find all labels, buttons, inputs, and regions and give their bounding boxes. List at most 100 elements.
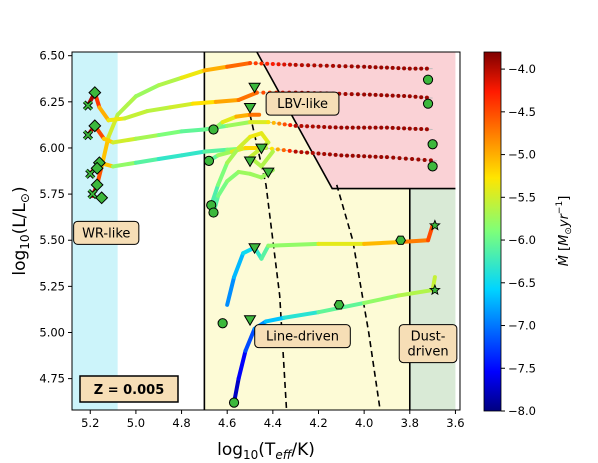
x-tick-label: 4.8 xyxy=(172,416,190,430)
track-point xyxy=(339,153,344,158)
track-segment xyxy=(213,97,241,104)
colorbar-tick-label: −4.0 xyxy=(508,62,536,76)
y-axis: 4.75 5.00 5.25 5.50 5.75 6.00 6.25 6.50 xyxy=(39,49,72,386)
track-point xyxy=(410,157,415,162)
x-tick-label: 3.8 xyxy=(401,416,419,430)
x-marker xyxy=(82,129,94,141)
circle-marker xyxy=(427,161,438,172)
annotation-text: Z = 0.005 xyxy=(94,383,165,398)
track-segment xyxy=(115,94,138,117)
track-segment xyxy=(426,223,435,243)
track-point xyxy=(422,157,427,162)
track xyxy=(264,145,438,163)
track-point xyxy=(407,126,412,131)
y-tick-label: 6.50 xyxy=(39,49,65,63)
track-point xyxy=(327,125,332,130)
track-point xyxy=(265,61,270,66)
x-tick-label: 5.0 xyxy=(127,416,145,430)
track-segment xyxy=(396,288,435,298)
track-segment xyxy=(190,99,218,106)
circle-marker xyxy=(208,124,219,135)
hexagon-marker xyxy=(395,235,407,245)
track-point xyxy=(282,122,287,127)
track-point xyxy=(337,64,342,69)
track-segment xyxy=(282,310,321,320)
circle-marker xyxy=(427,139,438,150)
track xyxy=(266,120,433,132)
track-point xyxy=(384,125,389,130)
track-point xyxy=(310,124,315,129)
hexagon-marker xyxy=(333,300,345,310)
track-point xyxy=(345,153,350,158)
track-segment xyxy=(111,160,138,169)
track-segment xyxy=(264,315,287,324)
track-point xyxy=(299,150,304,155)
track-point xyxy=(402,126,407,131)
track-segment xyxy=(225,275,237,307)
region-line-driven xyxy=(204,52,410,410)
track-segment xyxy=(145,105,173,114)
track-segment xyxy=(362,293,401,305)
track-segment xyxy=(236,134,253,150)
track-segment xyxy=(133,133,161,141)
plot-area xyxy=(71,51,461,411)
track-point xyxy=(356,125,361,130)
track-point xyxy=(305,124,310,129)
track-point xyxy=(384,65,389,70)
colorbar-tick-label: −5.5 xyxy=(508,190,536,204)
colorbar-tick-label: −8.0 xyxy=(508,404,536,418)
track-point xyxy=(316,151,321,156)
track xyxy=(85,90,259,123)
track-point xyxy=(390,93,395,98)
track-segment xyxy=(179,68,207,80)
track-segment xyxy=(216,160,230,187)
track-point xyxy=(367,154,372,159)
track-segment xyxy=(216,149,234,158)
track-point xyxy=(310,151,315,156)
track-point xyxy=(349,92,354,97)
circle-marker xyxy=(208,207,219,218)
region-dust-driven xyxy=(409,188,456,410)
x-tick-label: 4.0 xyxy=(355,416,373,430)
region-label-text: Line-driven xyxy=(266,330,339,345)
triangle-down-marker xyxy=(248,82,261,94)
diamond-marker xyxy=(88,119,102,133)
track-point xyxy=(407,94,412,99)
colorbar-tick-label: −6.5 xyxy=(508,276,536,290)
track-point xyxy=(293,62,298,67)
track-segment xyxy=(225,61,253,69)
track-point xyxy=(350,125,355,130)
track-point xyxy=(362,92,367,97)
x-marker-fill xyxy=(83,101,93,110)
track-point xyxy=(367,92,372,97)
x-marker xyxy=(85,168,96,179)
x-tick-label: 4.4 xyxy=(264,416,282,430)
annotation-box xyxy=(79,375,179,403)
track-point xyxy=(390,125,395,130)
track-point xyxy=(379,65,384,70)
x-marker xyxy=(87,189,98,200)
track-segment xyxy=(133,83,161,99)
y-tick-label: 6.25 xyxy=(39,95,65,109)
y-tick-label: 5.25 xyxy=(39,279,65,293)
track-point xyxy=(333,152,338,157)
plot-frame xyxy=(71,51,461,411)
track-point xyxy=(299,124,304,129)
track-segment xyxy=(225,120,253,128)
track-segment xyxy=(156,129,184,138)
colorbar-tick-label: −6.0 xyxy=(508,233,536,247)
diamond-marker xyxy=(90,161,104,175)
star-marker xyxy=(428,219,441,231)
region-label-2: Line-driven xyxy=(254,324,351,349)
track-segment xyxy=(168,101,195,110)
track-point xyxy=(396,66,401,71)
track-point xyxy=(373,65,378,70)
track-point xyxy=(331,63,336,68)
track-point xyxy=(396,93,401,98)
track-point xyxy=(287,148,292,153)
track xyxy=(248,61,433,71)
track-point xyxy=(259,61,264,66)
track-point xyxy=(261,90,266,95)
y-tick-label: 5.75 xyxy=(39,187,65,201)
